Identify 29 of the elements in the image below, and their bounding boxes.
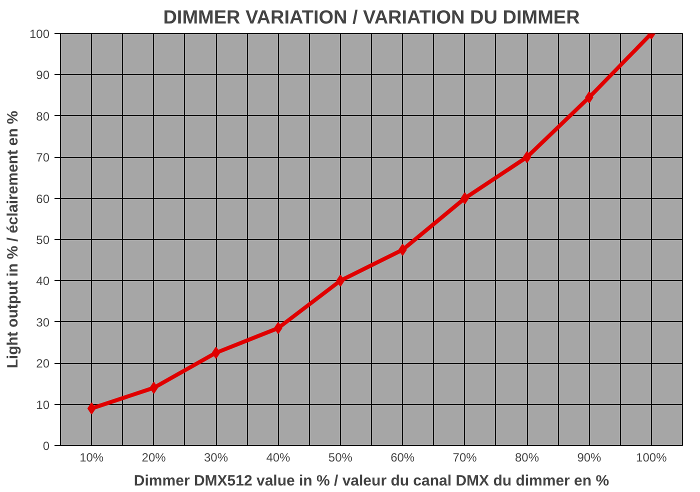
x-tick-label: 100% (636, 450, 668, 464)
point (398, 244, 407, 256)
y-tick-label: 10 (36, 398, 50, 412)
x-tick-label: 70% (452, 450, 478, 464)
y-tick-label: 70 (36, 150, 50, 165)
point (87, 402, 96, 414)
x-tick-label: 80% (514, 450, 540, 464)
y-tick-label: 40 (36, 274, 50, 288)
x-tick-label: 50% (328, 450, 353, 464)
x-tick-label: 30% (204, 450, 228, 464)
x-tick-label: 10% (80, 450, 104, 464)
x-tick-label: 20% (142, 450, 166, 464)
point (522, 151, 532, 164)
y-tick-label: 20 (36, 356, 50, 371)
y-tick-label: 50 (36, 233, 50, 247)
y-axis-title: Light output in % / éclairement en % (4, 110, 22, 368)
point (336, 274, 345, 287)
y-tick-label: 100 (29, 27, 50, 41)
y-tick-label: 30 (36, 315, 50, 330)
y-tick-label: 60 (36, 192, 50, 206)
x-tick-label: 90% (577, 450, 602, 464)
y-tick-label: 90 (36, 68, 50, 82)
y-tick-label: 80 (36, 109, 50, 124)
x-axis-title: Dimmer DMX512 value in % / valeur du canal DMX du dimmer en % (134, 472, 610, 490)
chart-title: DIMMER VARIATION / VARIATION DU DIMMER (163, 8, 580, 28)
x-tick-label: 40% (266, 450, 291, 464)
point (212, 346, 220, 359)
y-tick-label: 0 (42, 439, 50, 453)
x-tick-label: 60% (390, 450, 415, 464)
